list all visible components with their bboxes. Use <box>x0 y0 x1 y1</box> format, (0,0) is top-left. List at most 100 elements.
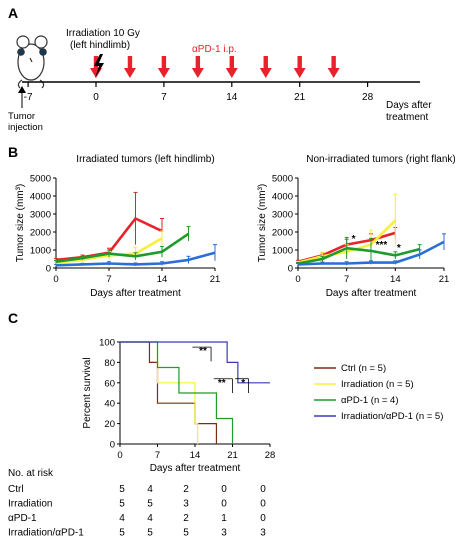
treatment-label: αPD-1 i.p. <box>192 44 237 55</box>
risk-table-value: 3 <box>221 528 227 539</box>
y-tick-label: 0 <box>46 264 51 275</box>
risk-table-group: Ctrl <box>8 484 24 495</box>
x-tick-label: 7 <box>106 274 111 285</box>
tumor-injection-arrow <box>18 86 26 108</box>
non-irradiated-tumor-chart: Non-irradiated tumors (right flank) 0 1000… <box>257 154 455 299</box>
risk-table-group: Irradiation <box>8 499 52 510</box>
risk-table-value: 0 <box>260 513 266 524</box>
treatment-arrow-head <box>293 68 306 78</box>
risk-table-value: 4 <box>147 484 153 495</box>
x-tick-label: 0 <box>295 274 300 285</box>
y-axis-label: Percent survival <box>82 357 93 428</box>
significance-marker: ** <box>218 378 226 389</box>
significance-marker: *** <box>376 240 388 251</box>
timeline-tick-label: 28 <box>362 92 374 103</box>
risk-table-value: 5 <box>147 528 153 539</box>
x-tick-label: 14 <box>190 450 201 461</box>
y-tick-label: 0 <box>110 440 115 451</box>
y-tick-label: 4000 <box>272 192 293 203</box>
risk-table-value: 3 <box>260 528 266 539</box>
y-tick-label: 5000 <box>30 174 51 185</box>
y-tick-label: 2000 <box>272 228 293 239</box>
risk-table-value: 0 <box>221 499 227 510</box>
significance-marker: * <box>397 243 401 254</box>
risk-table-group: Irradiation/αPD-1 <box>8 528 84 539</box>
legend-label: Irradiation/αPD-1 (n = 5) <box>341 411 443 422</box>
legend-label: Irradiation (n = 5) <box>341 379 414 390</box>
risk-table-value: 5 <box>147 499 153 510</box>
risk-table-value: 4 <box>119 513 125 524</box>
timeline-tick-label: 21 <box>294 92 306 103</box>
timeline-tick-label: 14 <box>226 92 238 103</box>
x-tick-label: 21 <box>227 450 238 461</box>
tumor-injection-label-1: Tumor <box>8 111 35 122</box>
treatment-arrow-head <box>157 68 170 78</box>
risk-table-value: 0 <box>221 484 227 495</box>
risk-table-value: 5 <box>119 484 125 495</box>
survival-curve <box>120 341 218 444</box>
risk-table-value: 2 <box>183 513 189 524</box>
x-tick-label: 28 <box>265 450 276 461</box>
y-tick-label: 1000 <box>30 246 51 257</box>
risk-table-value: 0 <box>260 499 266 510</box>
timeline-ticks: -7 0 7 14 21 28 <box>24 82 374 103</box>
x-tick-label: 7 <box>155 450 160 461</box>
treatment-arrow-shaft <box>161 56 167 70</box>
x-axis-label: Days after treatment <box>150 463 241 474</box>
tumor-injection-label-2: injection <box>8 122 43 133</box>
significance-marker: * <box>241 378 245 389</box>
survival-curve <box>120 341 270 384</box>
irradiation-title: Irradiation 10 Gy <box>66 28 140 39</box>
panel-c-label: C <box>8 310 18 326</box>
treatment-arrow-shaft <box>297 56 302 70</box>
y-tick-label: 5000 <box>272 174 293 185</box>
risk-table-value: 0 <box>260 484 266 495</box>
chart-title: Irradiated tumors (left hindlimb) <box>76 154 214 165</box>
treatment-arrow-shaft <box>263 56 268 70</box>
risk-table-value: 4 <box>147 513 153 524</box>
y-tick-label: 3000 <box>272 210 293 221</box>
y-tick-label: 4000 <box>30 192 51 203</box>
treatment-arrow-head <box>90 68 102 78</box>
significance-marker: * <box>352 234 356 245</box>
timeline-tick-label: 0 <box>93 92 99 103</box>
y-tick-label: 1000 <box>272 246 293 257</box>
y-tick-label: 60 <box>104 378 115 389</box>
timeline-axis-label-2: treatment <box>386 112 428 123</box>
series-line <box>297 240 445 266</box>
y-tick-label: 0 <box>288 264 293 275</box>
panel-b-label: B <box>8 144 18 160</box>
series-line <box>55 251 216 267</box>
risk-table-group: αPD-1 <box>8 513 37 524</box>
y-tick-label: 20 <box>104 419 115 430</box>
x-tick-label: 14 <box>390 274 401 285</box>
x-tick-label: 0 <box>117 450 122 461</box>
risk-table-value: 5 <box>183 528 189 539</box>
treatment-arrow-head <box>191 68 204 78</box>
timeline-axis-label-1: Days after <box>386 100 432 111</box>
x-tick-label: 21 <box>439 274 450 285</box>
survival-chart: 0 20 40 60 80 100 0 7 14 21 28 Days after treatment… <box>82 338 275 475</box>
panel-a-label: A <box>8 5 18 21</box>
x-tick-label: 14 <box>157 274 168 285</box>
series-line <box>55 232 190 263</box>
survival-legend: Ctrl (n = 5) Irradiation (n = 5) αPD-1 (n … <box>314 363 443 422</box>
y-tick-label: 100 <box>99 338 115 349</box>
treatment-arrow-shaft <box>127 56 133 70</box>
survival-curve <box>120 341 234 444</box>
y-axis-label: Tumor size (mm³) <box>257 184 268 263</box>
x-tick-label: 21 <box>210 274 221 285</box>
y-tick-label: 80 <box>104 358 115 369</box>
treatment-arrow-shaft <box>229 56 234 70</box>
risk-table-value: 2 <box>183 484 189 495</box>
y-tick-label: 40 <box>104 399 115 410</box>
x-axis-label: Days after treatment <box>90 288 181 299</box>
risk-table-value: 5 <box>119 499 125 510</box>
timeline-tick-label: 7 <box>161 92 167 103</box>
timeline-tick-label: -7 <box>24 92 33 103</box>
treatment-arrow-head <box>123 68 136 78</box>
legend-label: Ctrl (n = 5) <box>341 363 386 374</box>
risk-table-value: 3 <box>183 499 189 510</box>
treatment-arrows <box>90 56 340 78</box>
